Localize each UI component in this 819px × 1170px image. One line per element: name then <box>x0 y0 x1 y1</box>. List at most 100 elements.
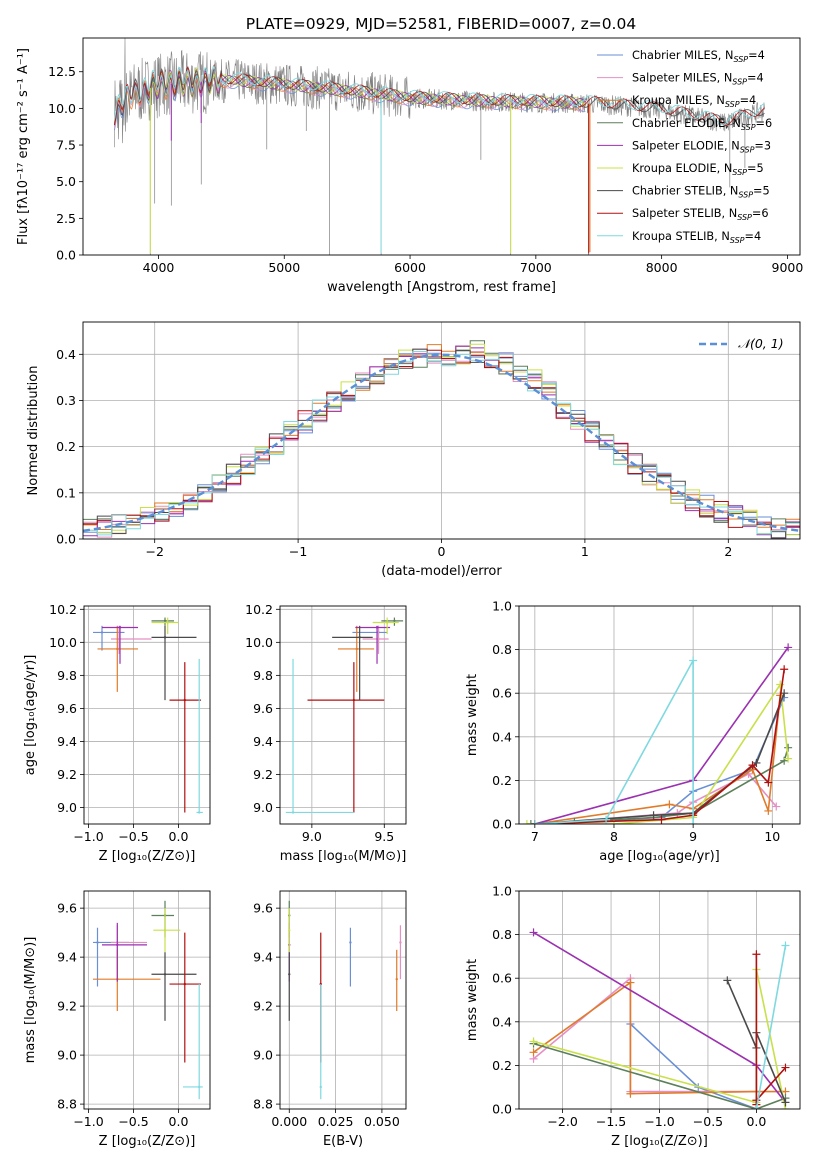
weight-marker <box>526 820 535 824</box>
data-point <box>393 619 396 623</box>
x-tick-label: 7000 <box>520 260 552 275</box>
y-tick-label: 0.4 <box>492 1014 512 1029</box>
data-point <box>288 973 291 976</box>
data-point <box>183 698 186 702</box>
data-point <box>288 928 291 932</box>
x-tick-label: 9000 <box>772 260 804 275</box>
axes-frame <box>279 890 407 1110</box>
panel-mass_vs_Z: −1.0 −0.5 0.0 8.8 9.0 9.2 9.4 9.6 Z [log₁₀(Z/Z⊙)… <box>23 890 211 1149</box>
legend-value: =6 <box>756 117 773 130</box>
y-tick-label: 0.8 <box>492 927 512 942</box>
y-tick-label: 10.2 <box>245 602 273 617</box>
data-point <box>355 647 358 651</box>
weight-line-chabrier-miles <box>629 1023 758 1109</box>
weight-marker <box>781 1063 790 1072</box>
y-tick-label: 9.2 <box>253 767 273 782</box>
weight-line-kroupa-stelib <box>755 945 787 1109</box>
legend-label: Salpeter MILES, N <box>632 72 732 85</box>
y-tick-label: 0.0 <box>492 817 512 832</box>
y-tick-label: 0.0 <box>56 248 76 263</box>
y-tick-label: 5.0 <box>56 174 76 189</box>
legend-entry: Salpeter MILES, NSSP=4 <box>632 72 764 87</box>
legend-label: Salpeter STELIB, N <box>632 207 737 220</box>
data-point <box>198 811 201 814</box>
panel-residuals: −2 −1 0 1 2 0.0 0.1 0.2 0.3 0.4 (data-model)/error… <box>26 321 801 579</box>
data-point <box>375 626 379 629</box>
weight-marker <box>626 978 635 987</box>
axes-frame <box>82 321 801 540</box>
x-tick-label: −1.0 <box>644 1114 674 1129</box>
legend-value: =5 <box>753 185 770 198</box>
y-tick-label: 10.0 <box>49 635 77 650</box>
y-tick-label: 0.6 <box>492 971 512 986</box>
x-axis-label: age [log₁₀(age/yr)] <box>599 849 720 864</box>
y-axis-label: mass weight <box>465 959 480 1041</box>
legend-subscript: SSP <box>732 78 747 87</box>
x-tick-label: 4000 <box>143 260 175 275</box>
data-point <box>96 941 99 944</box>
weight-marker <box>780 756 789 765</box>
y-tick-label: 0.4 <box>492 729 512 744</box>
x-tick-label: 10 <box>764 829 780 844</box>
model-kroupa-elodie <box>145 66 586 108</box>
panel-spectrum: 4000 5000 6000 7000 8000 9000 0.0 2.5 5.0 7.5 10.0… <box>16 37 804 295</box>
x-tick-label: −1 <box>289 544 307 559</box>
data-point <box>166 621 169 624</box>
weight-marker <box>649 811 658 820</box>
panel-weight_vs_age: 7 8 9 10 0.0 0.2 0.4 0.6 0.8 1.0 age [log₁₀(age/yr… <box>465 599 801 864</box>
legend-subscript: SSP <box>732 168 747 177</box>
x-tick-label: 8 <box>610 829 618 844</box>
axes-frame <box>518 890 801 1110</box>
axes-frame <box>82 37 801 256</box>
weight-line-salpeter-miles <box>532 976 757 1093</box>
x-tick-label: 0.025 <box>318 1114 354 1129</box>
legend-entry: Chabrier MILES, NSSP=4 <box>632 49 765 64</box>
x-tick-label: 0 <box>438 544 446 559</box>
y-tick-label: 7.5 <box>56 138 76 153</box>
y-tick-label: 9.2 <box>57 767 77 782</box>
data-point <box>118 626 122 629</box>
plot-area-age_vs_Z <box>93 617 203 814</box>
plot-area-mass_vs_Z <box>93 900 203 1100</box>
y-tick-label: 9.6 <box>253 901 273 916</box>
weight-marker <box>784 643 793 652</box>
legend-label: Chabrier STELIB, N <box>632 185 738 198</box>
x-axis-label: Z [log₁₀(Z/Z⊙)] <box>99 849 196 864</box>
y-tick-label: 10.0 <box>48 101 76 116</box>
y-tick-label: 0.2 <box>492 1058 512 1073</box>
y-tick-label: 0.1 <box>56 485 76 500</box>
legend-subscript: SSP <box>725 100 740 109</box>
x-tick-label: −0.5 <box>118 1114 148 1129</box>
x-axis-label: wavelength [Angstrom, rest frame] <box>327 280 556 295</box>
weight-marker <box>529 928 538 937</box>
y-tick-label: 9.0 <box>253 800 273 815</box>
plot-area-mass_vs_EBV <box>288 900 402 1100</box>
panel-mass_vs_EBV: 0.000 0.025 0.050 8.8 9.0 9.2 9.4 9.6 E(B-V) <box>253 890 407 1149</box>
y-tick-label: 0.4 <box>56 347 76 362</box>
weight-marker <box>529 1037 538 1046</box>
weight-marker <box>522 820 531 824</box>
weight-marker <box>657 815 666 824</box>
x-axis-label: mass [log₁₀(M/M⊙)] <box>280 849 407 864</box>
x-tick-label: −2.0 <box>547 1114 577 1129</box>
weight-marker <box>529 1048 538 1057</box>
legend-label: Salpeter ELODIE, N <box>632 139 740 152</box>
y-tick-label: 9.4 <box>253 734 273 749</box>
weight-line-chabrier-elodie <box>533 1042 786 1109</box>
x-tick-label: 6000 <box>394 260 426 275</box>
panel-age_vs_Z: −1.0 −0.5 0.0 9.0 9.2 9.4 9.6 9.8 10.0 10.2 Z [log… <box>23 602 211 864</box>
x-tick-label: 0.0 <box>169 1114 189 1129</box>
legend-label: Kroupa ELODIE, N <box>632 162 732 175</box>
y-tick-label: 9.2 <box>253 999 273 1014</box>
weight-marker <box>689 656 698 665</box>
y-axis-label: Flux [fλ10⁻¹⁷ erg cm⁻² s⁻¹ A⁻¹] <box>16 48 31 245</box>
data-point <box>116 647 119 651</box>
weight-line-chabrier-stelib <box>534 692 785 824</box>
x-tick-label: −1.0 <box>73 829 103 844</box>
y-tick-label: 9.0 <box>57 800 77 815</box>
legend-label: Chabrier MILES, N <box>632 49 733 62</box>
legend-entry: Kroupa ELODIE, NSSP=5 <box>632 162 764 177</box>
model-kroupa-stelib <box>113 65 765 126</box>
y-axis-label: age [log₁₀(age/yr)] <box>23 655 38 776</box>
data-point <box>385 621 389 624</box>
